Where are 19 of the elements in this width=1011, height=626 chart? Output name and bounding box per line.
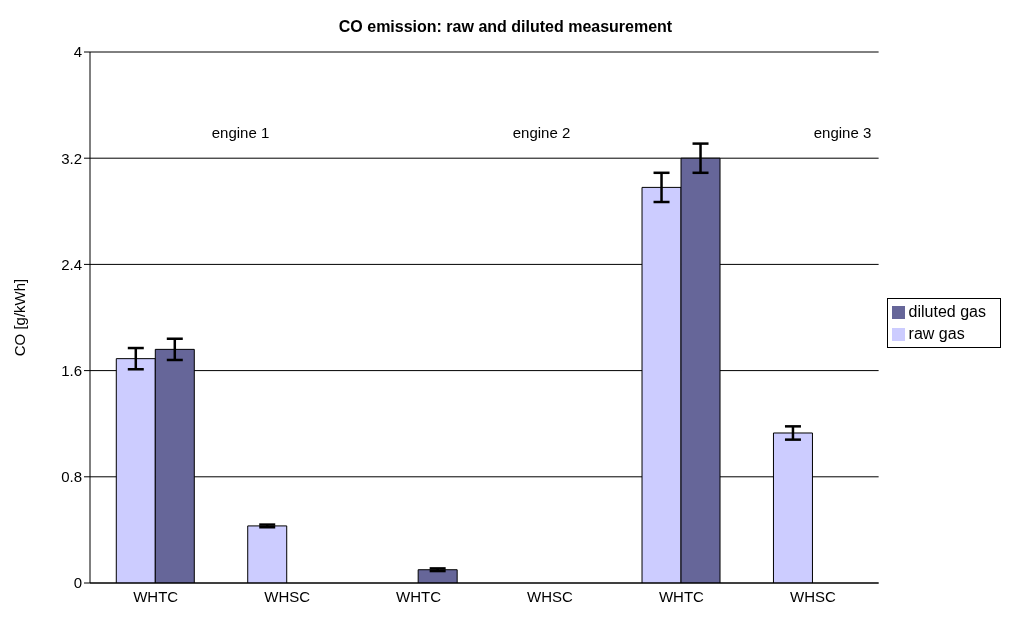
y-tick-label: 4 bbox=[73, 43, 82, 61]
y-tick-label: 0.8 bbox=[61, 468, 82, 486]
x-tick-label: WHSC bbox=[789, 587, 836, 605]
annotation: engine 1 bbox=[210, 124, 271, 141]
x-tick-label: WHTC bbox=[396, 587, 442, 605]
x-tick-label: WHSC bbox=[264, 587, 311, 605]
y-tick-label: 2.4 bbox=[61, 255, 82, 273]
chart-title: CO emission: raw and diluted measurement bbox=[337, 18, 674, 36]
x-tick-label: WHTC bbox=[658, 587, 705, 605]
annotation: engine 2 bbox=[511, 124, 572, 141]
x-tick-label: WHSC bbox=[527, 587, 574, 605]
legend-label: raw gas bbox=[908, 325, 965, 342]
annotation: engine 3 bbox=[812, 124, 873, 141]
x-tick-label: WHTC bbox=[133, 587, 179, 605]
y-axis-title: CO [g/kWh] bbox=[11, 278, 29, 357]
y-tick-label: 0 bbox=[73, 574, 82, 592]
legend-label: diluted gas bbox=[908, 303, 986, 320]
y-tick-label: 3.2 bbox=[61, 149, 82, 167]
y-tick-label: 1.6 bbox=[61, 361, 82, 379]
